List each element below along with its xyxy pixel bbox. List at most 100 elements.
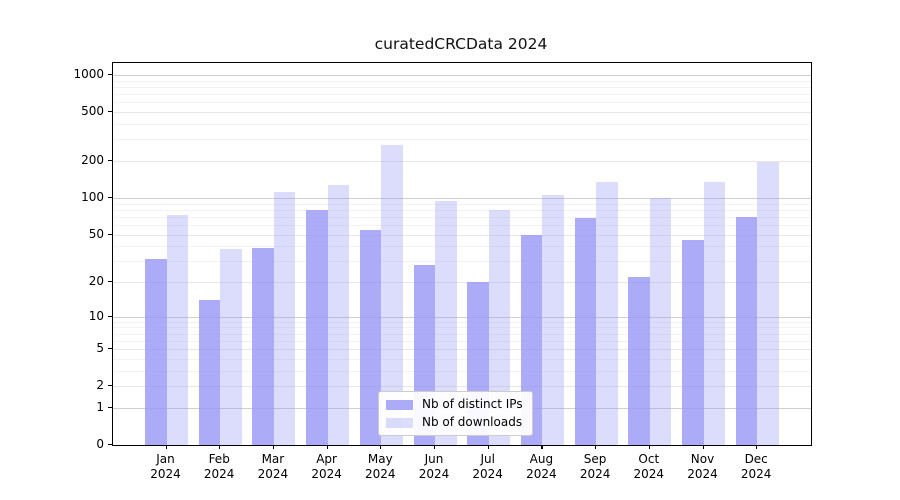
x-tick-mark-nov xyxy=(702,445,704,449)
chart-title: curatedCRCData 2024 xyxy=(374,35,548,53)
gridline-600 xyxy=(113,102,811,104)
bar-distinct-ips-dec xyxy=(735,216,758,445)
x-tick-label-aug: Aug 2024 xyxy=(526,452,557,481)
x-tick-label-may: May 2024 xyxy=(365,452,396,481)
x-tick-mark-dec xyxy=(756,445,758,449)
y-tick-mark-50 xyxy=(108,233,112,235)
x-tick-label-oct: Oct 2024 xyxy=(633,452,665,481)
bar-downloads-jul xyxy=(488,210,511,445)
y-tick-label-2: 2 xyxy=(96,378,104,393)
bar-downloads-feb xyxy=(220,248,242,445)
x-tick-label-nov: Nov 2024 xyxy=(687,452,718,481)
y-tick-label-5: 5 xyxy=(96,341,104,356)
gridline-6 xyxy=(113,340,811,342)
y-tick-label-100: 100 xyxy=(81,189,104,204)
y-tick-mark-500 xyxy=(108,111,112,113)
gridline-500 xyxy=(113,112,811,114)
bar-downloads-jun xyxy=(435,200,457,445)
gridline-1000 xyxy=(113,75,811,76)
gridline-400 xyxy=(113,124,811,125)
gridline-30 xyxy=(113,261,811,263)
bar-distinct-ips-apr xyxy=(306,210,328,445)
gridline-100 xyxy=(113,197,811,199)
y-tick-label-1000: 1000 xyxy=(73,67,104,81)
gridline-60 xyxy=(113,224,811,226)
y-tick-mark-20 xyxy=(108,281,112,283)
gridline-700 xyxy=(113,94,811,96)
legend-item-downloads: Nb of downloads xyxy=(386,416,523,429)
gridline-90 xyxy=(113,203,811,205)
y-tick-mark-2 xyxy=(108,385,112,387)
gridline-4 xyxy=(113,358,811,360)
x-tick-label-apr: Apr 2024 xyxy=(311,452,342,481)
y-tick-label-10: 10 xyxy=(88,308,104,323)
gridline-70 xyxy=(113,216,811,218)
gridline-9 xyxy=(113,321,811,323)
x-tick-label-dec: Dec 2024 xyxy=(740,452,772,481)
bar-distinct-ips-may xyxy=(359,230,382,445)
x-tick-label-feb: Feb 2024 xyxy=(203,452,235,481)
y-tick-mark-100 xyxy=(108,196,112,199)
legend-item-distinct-ips: Nb of distinct IPs xyxy=(386,398,523,411)
gridline-40 xyxy=(113,246,811,248)
y-tick-label-1: 1 xyxy=(96,399,104,414)
legend-swatch-downloads xyxy=(386,417,413,428)
y-tick-label-200: 200 xyxy=(81,153,104,167)
x-tick-label-jan: Jan 2024 xyxy=(150,452,181,481)
bar-downloads-aug xyxy=(542,194,564,445)
gridline-300 xyxy=(113,139,811,141)
plot-area xyxy=(112,62,812,446)
y-tick-label-0: 0 xyxy=(96,437,104,451)
bar-distinct-ips-mar xyxy=(252,247,274,445)
bar-distinct-ips-nov xyxy=(682,240,704,445)
y-tick-mark-5 xyxy=(108,348,112,350)
y-tick-mark-10 xyxy=(108,315,112,317)
bar-distinct-ips-sep xyxy=(574,218,597,445)
x-tick-mark-jul xyxy=(487,445,489,449)
x-tick-mark-mar xyxy=(272,445,275,449)
x-tick-mark-jun xyxy=(434,445,436,449)
x-tick-label-sep: Sep 2024 xyxy=(579,452,611,481)
y-tick-mark-200 xyxy=(108,160,112,162)
y-tick-mark-0 xyxy=(108,444,112,446)
legend-label-distinct-ips: Nb of distinct IPs xyxy=(422,397,523,411)
y-tick-label-50: 50 xyxy=(88,226,104,241)
legend-swatch-distinct-ips xyxy=(386,399,413,410)
gridline-20 xyxy=(113,282,811,283)
x-tick-mark-jan xyxy=(165,445,167,449)
bar-downloads-apr xyxy=(327,184,350,445)
bar-downloads-oct xyxy=(649,197,672,445)
bar-downloads-dec xyxy=(757,162,779,445)
gridline-7 xyxy=(113,333,811,335)
gridline-800 xyxy=(113,87,811,88)
y-tick-mark-1 xyxy=(108,406,112,409)
y-tick-label-20: 20 xyxy=(88,274,104,288)
bar-distinct-ips-oct xyxy=(628,277,650,445)
legend-label-downloads: Nb of downloads xyxy=(422,415,523,429)
gridline-3 xyxy=(113,370,811,372)
x-tick-mark-may xyxy=(380,445,382,449)
gridline-2 xyxy=(113,386,811,388)
x-tick-mark-sep xyxy=(595,445,597,449)
bar-downloads-sep xyxy=(596,181,618,445)
bar-distinct-ips-feb xyxy=(198,300,221,445)
gridline-80 xyxy=(113,209,811,211)
x-tick-mark-aug xyxy=(541,445,543,449)
bar-downloads-may xyxy=(381,145,403,445)
gridline-50 xyxy=(113,234,811,236)
bar-downloads-mar xyxy=(273,192,296,445)
x-tick-mark-apr xyxy=(326,445,328,449)
x-tick-mark-oct xyxy=(648,445,650,449)
x-tick-label-mar: Mar 2024 xyxy=(257,452,289,481)
bar-downloads-jan xyxy=(166,214,188,445)
gridline-900 xyxy=(113,80,811,82)
y-tick-label-500: 500 xyxy=(81,104,104,119)
gridline-8 xyxy=(113,327,811,329)
legend: Nb of distinct IPs Nb of downloads xyxy=(378,391,533,436)
x-tick-label-jul: Jul 2024 xyxy=(472,452,503,481)
bar-distinct-ips-jan xyxy=(145,259,167,445)
gridline-200 xyxy=(113,161,811,162)
x-tick-mark-feb xyxy=(219,445,221,449)
x-tick-label-jun: Jun 2024 xyxy=(418,452,450,481)
